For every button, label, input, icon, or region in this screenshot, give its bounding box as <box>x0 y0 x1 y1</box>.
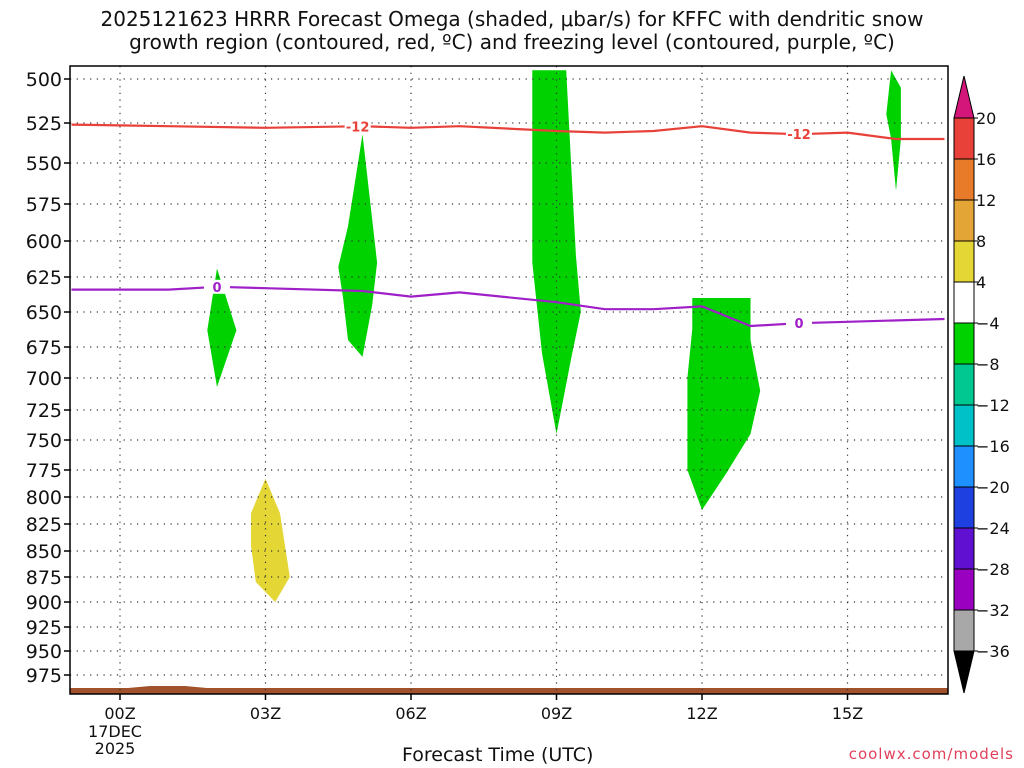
snow-growth-contour <box>71 123 945 141</box>
colorbar-label: 4 <box>976 273 986 292</box>
colorbar-label: 8 <box>976 232 986 251</box>
colorbar-label: −24 <box>976 519 1010 538</box>
chart-title-line2: growth region (contoured, red, ºC) and f… <box>129 30 895 54</box>
y-tick-label: 950 <box>26 641 62 663</box>
contour-label: -12 <box>787 128 811 143</box>
freezing-level-contour <box>71 285 945 328</box>
y-tick-label: 975 <box>26 665 62 687</box>
colorbar-bottom-arrow <box>953 650 975 694</box>
colorbar-bin <box>953 445 975 488</box>
colorbar-bin <box>953 363 975 406</box>
y-tick-label: 600 <box>26 231 62 253</box>
y-tick-label: 725 <box>26 400 62 422</box>
surface-band <box>70 688 948 694</box>
contour-label: 0 <box>212 281 221 296</box>
credit-text: coolwx.com/models <box>848 745 1014 763</box>
omega-region-5 <box>886 70 901 191</box>
y-tick-label: 875 <box>26 567 62 589</box>
omega-region-6 <box>251 478 290 602</box>
x-tick-label: 12Z <box>686 704 717 723</box>
y-tick-label: 750 <box>26 430 62 452</box>
chart-title-line1: 2025121623 HRRR Forecast Omega (shaded, … <box>100 7 924 31</box>
y-tick-label: 775 <box>26 460 62 482</box>
colorbar-bin <box>953 281 975 324</box>
colorbar-bin <box>953 609 975 652</box>
y-tick-label: 650 <box>26 302 62 324</box>
colorbar-label: 12 <box>976 191 996 210</box>
omega-region-2 <box>338 134 378 357</box>
y-tick-label: 800 <box>26 487 62 509</box>
contour-label: -12 <box>346 120 370 135</box>
y-tick-label: 500 <box>26 69 62 91</box>
x-axis-label: Forecast Time (UTC) <box>402 744 594 766</box>
contour-label-bg <box>344 119 371 134</box>
contour-label-bg <box>786 316 812 331</box>
x-tick-label: 09Z <box>541 704 572 723</box>
colorbar-bin <box>953 199 975 242</box>
colorbar-bin <box>953 527 975 570</box>
contour-label-bg <box>204 279 230 294</box>
colorbar-label: −36 <box>976 642 1010 661</box>
contour-label-bg <box>786 127 812 142</box>
y-tick-label: 575 <box>26 194 62 216</box>
plot-frame <box>69 65 949 695</box>
colorbar-label: −16 <box>976 437 1010 456</box>
y-tick-label: 925 <box>26 617 62 639</box>
x-tick-label: 03Z <box>250 704 281 723</box>
colorbar-bin <box>953 322 975 365</box>
contour-label: 0 <box>794 317 803 332</box>
surface-bump <box>128 686 207 688</box>
colorbar-bin <box>953 486 975 529</box>
colorbar-label: −28 <box>976 560 1010 579</box>
date-label: 17DEC <box>88 722 142 741</box>
y-tick-label: 625 <box>26 267 62 289</box>
colorbar-bin <box>953 240 975 283</box>
y-tick-label: 700 <box>26 368 62 390</box>
colorbar-label: −4 <box>976 314 1000 333</box>
omega-region-1 <box>207 268 237 387</box>
colorbar-bin <box>953 568 975 611</box>
colorbar-bin <box>953 404 975 447</box>
colorbar-label: −12 <box>976 396 1010 415</box>
x-tick-label: 06Z <box>395 704 426 723</box>
colorbar-bin <box>953 117 975 160</box>
colorbar-bin <box>953 158 975 201</box>
omega-region-4 <box>687 298 761 510</box>
y-tick-label: 525 <box>26 113 62 135</box>
colorbar-label: −8 <box>976 355 1000 374</box>
x-tick-label: 15Z <box>832 704 863 723</box>
colorbar-label: −20 <box>976 478 1010 497</box>
colorbar-label: 20 <box>976 109 996 128</box>
y-tick-label: 675 <box>26 337 62 359</box>
colorbar-top-arrow <box>953 75 975 119</box>
y-tick-label: 550 <box>26 153 62 175</box>
colorbar-label: 16 <box>976 150 996 169</box>
chart-title: 2025121623 HRRR Forecast Omega (shaded, … <box>0 8 1024 54</box>
y-tick-label: 850 <box>26 541 62 563</box>
x-tick-label: 00Z <box>104 704 135 723</box>
y-tick-label: 900 <box>26 592 62 614</box>
colorbar-label: −32 <box>976 601 1010 620</box>
y-tick-label: 825 <box>26 514 62 536</box>
omega-region-3 <box>532 70 581 434</box>
date-label: 2025 <box>95 739 136 758</box>
